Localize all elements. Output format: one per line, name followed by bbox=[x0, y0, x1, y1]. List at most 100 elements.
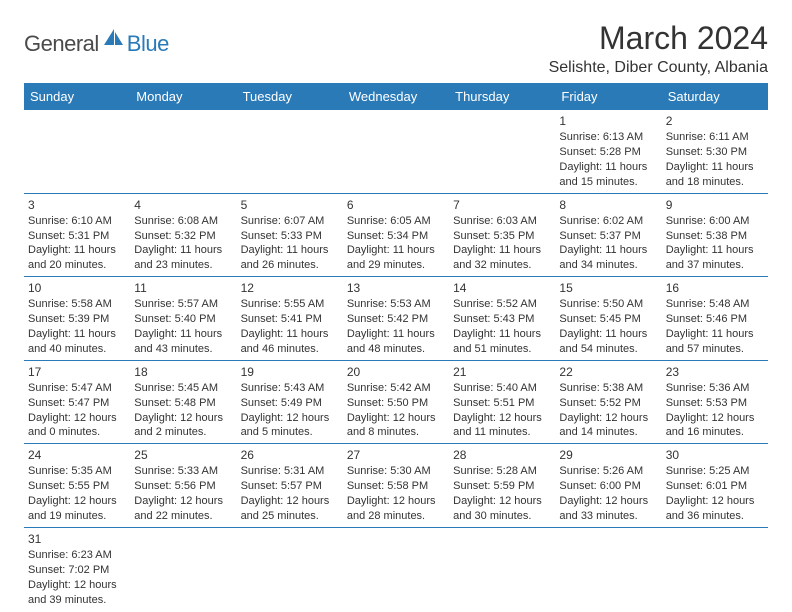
day-sunset: Sunset: 5:48 PM bbox=[134, 396, 232, 411]
day-dl2: and 57 minutes. bbox=[666, 342, 764, 357]
day-number: 6 bbox=[347, 197, 445, 213]
day-sunset: Sunset: 5:46 PM bbox=[666, 312, 764, 327]
day-number: 11 bbox=[134, 280, 232, 296]
day-dl2: and 46 minutes. bbox=[241, 342, 339, 357]
day-sunset: Sunset: 5:31 PM bbox=[28, 229, 126, 244]
logo-text-general: General bbox=[24, 31, 99, 57]
day-sunset: Sunset: 5:59 PM bbox=[453, 479, 551, 494]
day-sunset: Sunset: 5:49 PM bbox=[241, 396, 339, 411]
day-cell: 2Sunrise: 6:11 AMSunset: 5:30 PMDaylight… bbox=[662, 110, 768, 193]
day-sunrise: Sunrise: 5:58 AM bbox=[28, 297, 126, 312]
day-sunrise: Sunrise: 6:03 AM bbox=[453, 214, 551, 229]
day-dl1: Daylight: 12 hours bbox=[134, 411, 232, 426]
day-number: 15 bbox=[559, 280, 657, 296]
day-number: 24 bbox=[28, 447, 126, 463]
day-sunrise: Sunrise: 6:10 AM bbox=[28, 214, 126, 229]
day-sunset: Sunset: 5:57 PM bbox=[241, 479, 339, 494]
day-cell bbox=[130, 527, 236, 610]
day-header-wednesday: Wednesday bbox=[343, 83, 449, 110]
month-title: March 2024 bbox=[549, 20, 768, 57]
day-sunrise: Sunrise: 5:31 AM bbox=[241, 464, 339, 479]
day-number: 7 bbox=[453, 197, 551, 213]
day-dl2: and 34 minutes. bbox=[559, 258, 657, 273]
day-sunset: Sunset: 5:50 PM bbox=[347, 396, 445, 411]
day-sunset: Sunset: 5:41 PM bbox=[241, 312, 339, 327]
calendar-row: 3Sunrise: 6:10 AMSunset: 5:31 PMDaylight… bbox=[24, 193, 768, 277]
day-dl1: Daylight: 12 hours bbox=[347, 411, 445, 426]
day-sunset: Sunset: 6:01 PM bbox=[666, 479, 764, 494]
day-cell: 31Sunrise: 6:23 AMSunset: 7:02 PMDayligh… bbox=[24, 527, 130, 610]
day-dl2: and 26 minutes. bbox=[241, 258, 339, 273]
day-number: 16 bbox=[666, 280, 764, 296]
day-dl2: and 30 minutes. bbox=[453, 509, 551, 524]
day-dl1: Daylight: 11 hours bbox=[559, 243, 657, 258]
day-sunrise: Sunrise: 6:00 AM bbox=[666, 214, 764, 229]
day-dl1: Daylight: 11 hours bbox=[666, 327, 764, 342]
day-cell: 10Sunrise: 5:58 AMSunset: 5:39 PMDayligh… bbox=[24, 277, 130, 361]
day-dl2: and 54 minutes. bbox=[559, 342, 657, 357]
day-sunrise: Sunrise: 5:57 AM bbox=[134, 297, 232, 312]
day-number: 30 bbox=[666, 447, 764, 463]
day-cell: 4Sunrise: 6:08 AMSunset: 5:32 PMDaylight… bbox=[130, 193, 236, 277]
day-sunrise: Sunrise: 5:53 AM bbox=[347, 297, 445, 312]
day-cell bbox=[24, 110, 130, 193]
day-sunrise: Sunrise: 5:50 AM bbox=[559, 297, 657, 312]
day-sunrise: Sunrise: 5:48 AM bbox=[666, 297, 764, 312]
day-number: 21 bbox=[453, 364, 551, 380]
day-dl2: and 11 minutes. bbox=[453, 425, 551, 440]
day-cell: 6Sunrise: 6:05 AMSunset: 5:34 PMDaylight… bbox=[343, 193, 449, 277]
day-dl2: and 8 minutes. bbox=[347, 425, 445, 440]
day-dl2: and 39 minutes. bbox=[28, 593, 126, 608]
calendar-row: 1Sunrise: 6:13 AMSunset: 5:28 PMDaylight… bbox=[24, 110, 768, 193]
day-sunset: Sunset: 5:38 PM bbox=[666, 229, 764, 244]
day-sunset: Sunset: 5:35 PM bbox=[453, 229, 551, 244]
day-number: 2 bbox=[666, 113, 764, 129]
day-dl1: Daylight: 12 hours bbox=[28, 494, 126, 509]
day-dl2: and 48 minutes. bbox=[347, 342, 445, 357]
page-header: General Blue March 2024 Selishte, Diber … bbox=[24, 20, 768, 77]
day-sunset: Sunset: 5:45 PM bbox=[559, 312, 657, 327]
day-cell: 19Sunrise: 5:43 AMSunset: 5:49 PMDayligh… bbox=[237, 360, 343, 444]
logo: General Blue bbox=[24, 28, 169, 59]
day-dl2: and 2 minutes. bbox=[134, 425, 232, 440]
calendar-row: 24Sunrise: 5:35 AMSunset: 5:55 PMDayligh… bbox=[24, 444, 768, 528]
day-sunset: Sunset: 5:56 PM bbox=[134, 479, 232, 494]
day-sunrise: Sunrise: 6:11 AM bbox=[666, 130, 764, 145]
day-number: 31 bbox=[28, 531, 126, 547]
day-dl2: and 22 minutes. bbox=[134, 509, 232, 524]
day-cell bbox=[662, 527, 768, 610]
day-cell: 14Sunrise: 5:52 AMSunset: 5:43 PMDayligh… bbox=[449, 277, 555, 361]
day-header-friday: Friday bbox=[555, 83, 661, 110]
day-cell: 27Sunrise: 5:30 AMSunset: 5:58 PMDayligh… bbox=[343, 444, 449, 528]
day-dl2: and 28 minutes. bbox=[347, 509, 445, 524]
day-sunrise: Sunrise: 5:47 AM bbox=[28, 381, 126, 396]
day-number: 28 bbox=[453, 447, 551, 463]
day-cell bbox=[449, 110, 555, 193]
day-dl1: Daylight: 12 hours bbox=[241, 411, 339, 426]
day-dl2: and 20 minutes. bbox=[28, 258, 126, 273]
day-sunrise: Sunrise: 5:38 AM bbox=[559, 381, 657, 396]
day-dl2: and 33 minutes. bbox=[559, 509, 657, 524]
day-sunset: Sunset: 5:58 PM bbox=[347, 479, 445, 494]
calendar-row: 17Sunrise: 5:47 AMSunset: 5:47 PMDayligh… bbox=[24, 360, 768, 444]
sail-icon bbox=[103, 28, 125, 51]
day-dl1: Daylight: 12 hours bbox=[241, 494, 339, 509]
day-sunset: Sunset: 5:39 PM bbox=[28, 312, 126, 327]
day-dl1: Daylight: 11 hours bbox=[347, 327, 445, 342]
day-number: 10 bbox=[28, 280, 126, 296]
day-sunset: Sunset: 5:47 PM bbox=[28, 396, 126, 411]
day-cell: 20Sunrise: 5:42 AMSunset: 5:50 PMDayligh… bbox=[343, 360, 449, 444]
day-cell: 7Sunrise: 6:03 AMSunset: 5:35 PMDaylight… bbox=[449, 193, 555, 277]
day-cell: 17Sunrise: 5:47 AMSunset: 5:47 PMDayligh… bbox=[24, 360, 130, 444]
day-number: 22 bbox=[559, 364, 657, 380]
day-dl2: and 23 minutes. bbox=[134, 258, 232, 273]
day-cell: 26Sunrise: 5:31 AMSunset: 5:57 PMDayligh… bbox=[237, 444, 343, 528]
day-cell: 28Sunrise: 5:28 AMSunset: 5:59 PMDayligh… bbox=[449, 444, 555, 528]
day-dl2: and 14 minutes. bbox=[559, 425, 657, 440]
day-sunset: Sunset: 5:42 PM bbox=[347, 312, 445, 327]
day-number: 1 bbox=[559, 113, 657, 129]
day-sunrise: Sunrise: 5:40 AM bbox=[453, 381, 551, 396]
day-sunrise: Sunrise: 5:36 AM bbox=[666, 381, 764, 396]
day-sunrise: Sunrise: 5:42 AM bbox=[347, 381, 445, 396]
day-dl2: and 5 minutes. bbox=[241, 425, 339, 440]
